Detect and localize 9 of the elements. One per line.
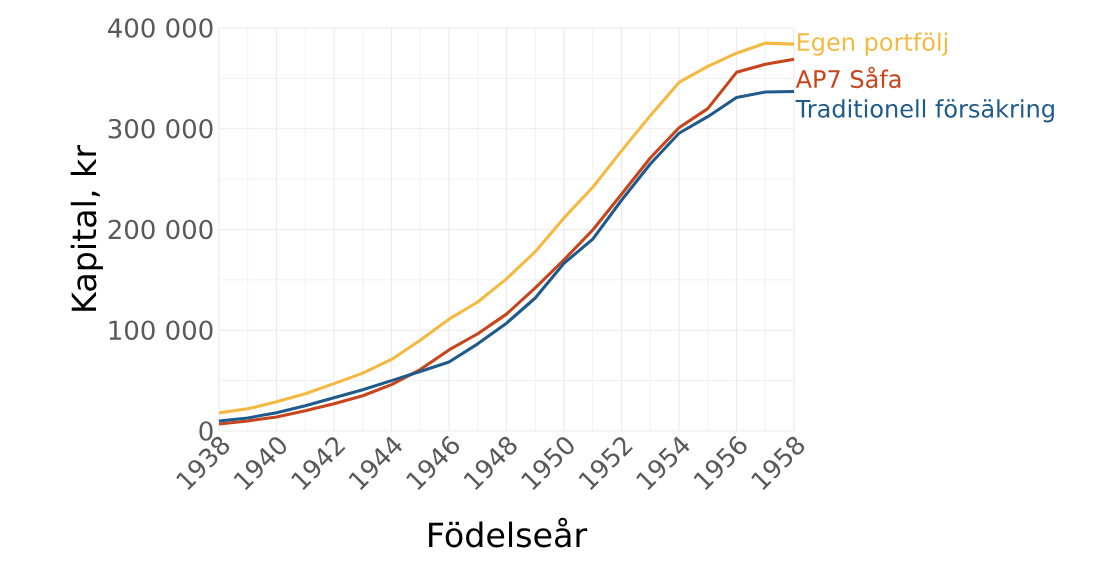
y-tick-label: 400 000 (108, 18, 213, 38)
y-axis-title: Kapital, kr (70, 144, 103, 311)
series-label: Egen portfölj (797, 32, 948, 56)
y-tick-label: 100 000 (109, 320, 213, 341)
y-tick-label: 300 000 (108, 118, 213, 139)
y-tick-label: 200 000 (108, 219, 213, 240)
series-label: Traditionell försäkring (795, 99, 1054, 123)
x-axis-title: Födelseår (429, 517, 588, 548)
series-label: AP7 Såfa (795, 66, 901, 89)
